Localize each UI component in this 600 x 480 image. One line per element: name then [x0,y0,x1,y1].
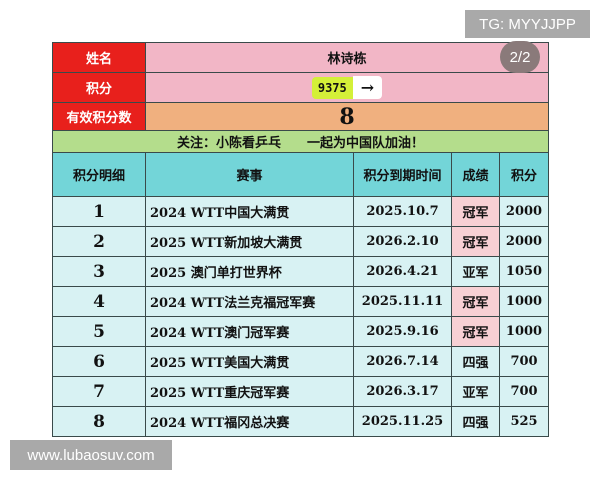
event-name: 2025 WTT新加坡大满贯 [145,226,354,257]
points-label: 积分 [52,72,146,103]
row-number: 3 [52,256,146,287]
event-name: 2024 WTT澳门冠军赛 [145,316,354,347]
result: 四强 [451,406,500,437]
col-header: 赛事 [145,152,354,197]
expiry-date: 2025.10.7 [353,196,452,227]
result: 四强 [451,346,500,377]
table-row: 4 2024 WTT法兰克福冠军赛 2025.11.11 冠军 1000 [52,286,550,317]
row-number: 2 [52,226,146,257]
row-points: 525 [498,406,550,437]
row-number: 7 [52,376,146,407]
row-number: 8 [52,406,146,437]
page-indicator: 2/2 [500,41,540,73]
column-header-row: 积分明细 赛事 积分到期时间 成绩 积分 [52,152,550,197]
expiry-date: 2026.2.10 [353,226,452,257]
points-chip: 9375 → [311,76,383,99]
table-row: 8 2024 WTT福冈总决赛 2025.11.25 四强 525 [52,406,550,437]
expiry-date: 2026.3.17 [353,376,452,407]
event-name: 2025 WTT美国大满贯 [145,346,354,377]
banner: 关注：小陈看乒乓 一起为中国队加油！ [51,130,550,153]
col-header: 积分到期时间 [353,152,452,197]
table-row: 3 2025 澳门单打世界杯 2026.4.21 亚军 1050 [52,256,550,287]
expiry-date: 2025.11.11 [353,286,452,317]
total-points: 9375 [311,76,353,99]
row-points: 2000 [498,196,550,227]
points-cell: 9375 → [144,72,550,103]
row-number: 5 [52,316,146,347]
result: 冠军 [451,226,500,257]
result: 冠军 [451,316,500,347]
event-name: 2024 WTT福冈总决赛 [145,406,354,437]
result: 亚军 [451,376,500,407]
table-row: 1 2024 WTT中国大满贯 2025.10.7 冠军 2000 [52,196,550,227]
player-name: 林诗栋 [144,42,550,73]
expiry-date: 2026.7.14 [353,346,452,377]
expiry-date: 2025.9.16 [353,316,452,347]
col-header: 积分 [498,152,550,197]
result: 冠军 [451,196,500,227]
row-points: 1000 [498,286,550,317]
event-name: 2024 WTT法兰克福冠军赛 [145,286,354,317]
row-points: 1000 [498,316,550,347]
result: 亚军 [451,256,500,287]
expiry-date: 2025.11.25 [353,406,452,437]
row-number: 6 [52,346,146,377]
expiry-date: 2026.4.21 [353,256,452,287]
row-number: 4 [52,286,146,317]
row-points: 700 [498,376,550,407]
valid-count-label: 有效积分数 [52,102,146,131]
tg-watermark: TG: MYYJJPP [465,10,590,38]
table-row: 6 2025 WTT美国大满贯 2026.7.14 四强 700 [52,346,550,377]
event-name: 2025 WTT重庆冠军赛 [145,376,354,407]
name-label: 姓名 [52,42,146,73]
event-name: 2024 WTT中国大满贯 [145,196,354,227]
url-watermark: www.lubaosuv.com [10,440,172,470]
col-header: 积分明细 [52,152,146,197]
arrow-icon: → [352,76,383,99]
row-points: 700 [498,346,550,377]
table-row: 7 2025 WTT重庆冠军赛 2026.3.17 亚军 700 [52,376,550,407]
event-name: 2025 澳门单打世界杯 [145,256,354,287]
row-points: 1050 [498,256,550,287]
row-points: 2000 [498,226,550,257]
points-table: 姓名 林诗栋 积分 9375 → 有效积分数 8 关注：小陈看乒乓 一起为中国队加油！ … [51,42,550,437]
table-row: 5 2024 WTT澳门冠军赛 2025.9.16 冠军 1000 [52,316,550,347]
row-number: 1 [52,196,146,227]
result: 冠军 [451,286,500,317]
table-row: 2 2025 WTT新加坡大满贯 2026.2.10 冠军 2000 [52,226,550,257]
valid-count: 8 [144,102,550,131]
col-header: 成绩 [451,152,500,197]
